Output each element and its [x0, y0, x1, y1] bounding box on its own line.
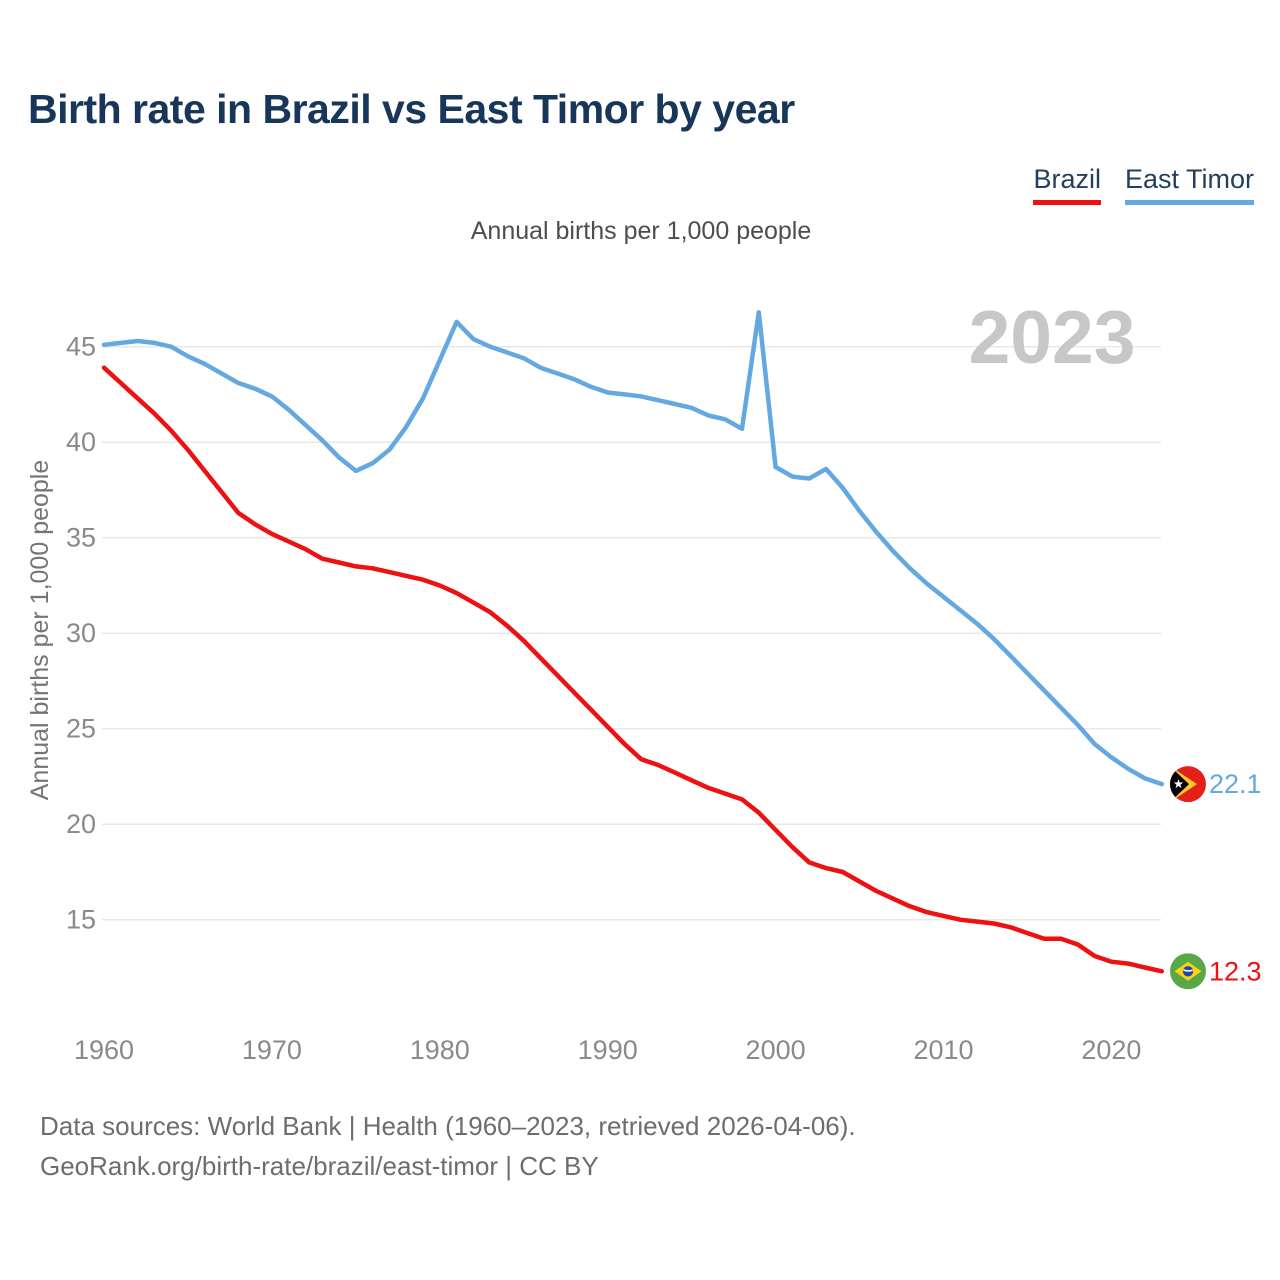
footer-sources-line: Data sources: World Bank | Health (1960–…: [40, 1111, 856, 1141]
series-lines: [101, 310, 1165, 974]
y-tick-15: 15: [66, 905, 96, 935]
legend: Brazil East Timor: [1033, 164, 1254, 205]
y-axis-tick-labels: 45 40 35 30 25 20 15: [66, 332, 96, 935]
x-axis-tick-labels: 1960 1970 1980 1990 2000 2010 2020: [74, 1035, 1141, 1065]
x-tick-2010: 2010: [913, 1035, 973, 1065]
x-tick-2020: 2020: [1081, 1035, 1141, 1065]
x-tick-1970: 1970: [242, 1035, 302, 1065]
series-line-east-timor: [101, 310, 1165, 787]
legend-item-brazil[interactable]: Brazil: [1033, 164, 1101, 205]
end-value-brazil: 12.3: [1209, 956, 1262, 986]
footer: Data sources: World Bank | Health (1960–…: [40, 1106, 856, 1186]
y-tick-25: 25: [66, 714, 96, 744]
x-tick-1980: 1980: [410, 1035, 470, 1065]
y-tick-45: 45: [66, 332, 96, 362]
gridlines: [102, 345, 1161, 921]
brazil-flag-icon: [1170, 953, 1206, 990]
y-tick-20: 20: [66, 809, 96, 839]
chart-subtitle: Annual births per 1,000 people: [470, 217, 812, 245]
y-tick-40: 40: [66, 427, 96, 457]
end-value-east-timor: 22.1: [1209, 769, 1262, 799]
series-end-labels: 22.1 12.3: [1209, 769, 1262, 986]
x-tick-1990: 1990: [578, 1035, 638, 1065]
y-tick-30: 30: [66, 618, 96, 648]
chart-title: Birth rate in Brazil vs East Timor by ye…: [28, 86, 795, 132]
legend-item-east-timor[interactable]: East Timor: [1124, 164, 1254, 205]
east-timor-flag-icon: [1170, 766, 1206, 803]
y-axis-title: Annual births per 1,000 people: [26, 460, 54, 801]
x-tick-1960: 1960: [74, 1035, 134, 1065]
x-tick-2000: 2000: [746, 1035, 806, 1065]
series-line-brazil: [101, 365, 1165, 974]
watermark-year: 2023: [969, 295, 1136, 379]
footer-attribution-line: GeoRank.org/birth-rate/brazil/east-timor…: [40, 1151, 599, 1181]
y-tick-35: 35: [66, 523, 96, 553]
